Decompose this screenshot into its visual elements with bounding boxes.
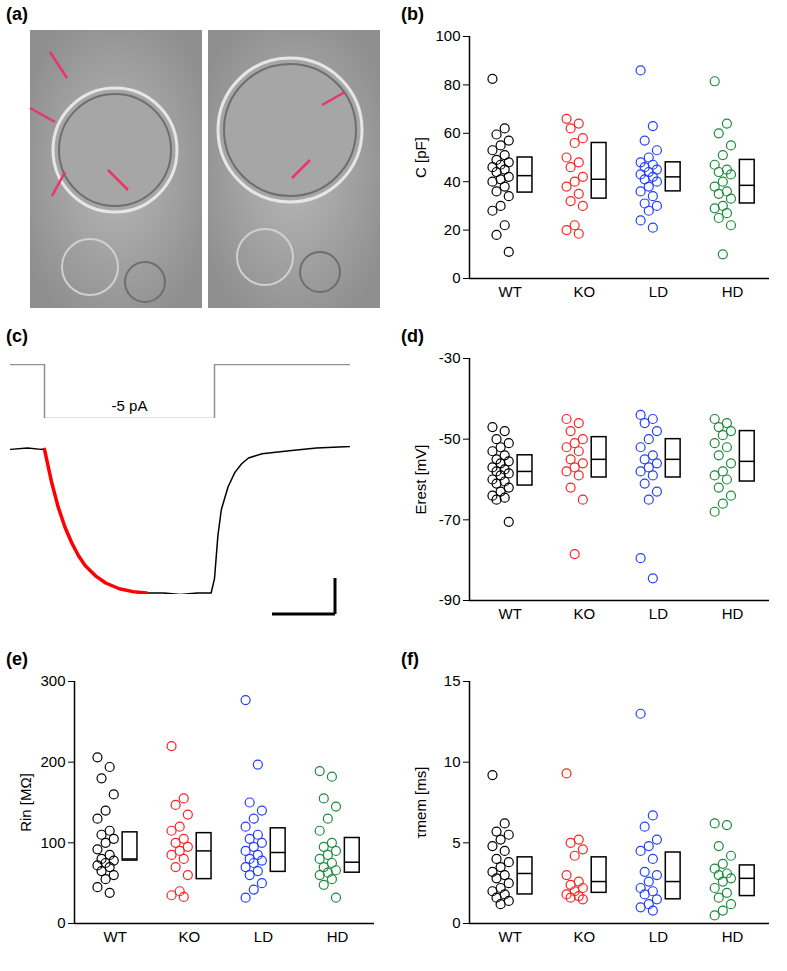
svg-text:HD: HD — [722, 605, 744, 622]
svg-text:10: 10 — [444, 753, 461, 770]
svg-text:KO: KO — [178, 928, 200, 945]
svg-text:-5 pA: -5 pA — [112, 397, 148, 414]
svg-text:15: 15 — [444, 672, 461, 689]
svg-text:HD: HD — [722, 928, 744, 945]
svg-text:LD: LD — [254, 928, 273, 945]
html-text:(f): (f) — [401, 649, 419, 669]
html-text:(d): (d) — [401, 326, 424, 346]
svg-text:KO: KO — [573, 928, 595, 945]
svg-text:-50: -50 — [439, 430, 461, 447]
svg-text:5: 5 — [452, 834, 460, 851]
svg-text:WT: WT — [499, 928, 522, 945]
svg-text:-90: -90 — [439, 591, 461, 608]
svg-text:0: 0 — [452, 914, 460, 931]
html-text:(a): (a) — [6, 4, 28, 24]
svg-text:WT: WT — [499, 605, 522, 622]
svg-text:τmem [ms]: τmem [ms] — [412, 767, 429, 839]
svg-text:LD: LD — [649, 928, 668, 945]
html-text:(c): (c) — [6, 326, 28, 346]
svg-text:-30: -30 — [439, 349, 461, 366]
svg-text:HD: HD — [722, 283, 744, 300]
svg-text:KO: KO — [573, 605, 595, 622]
svg-text:-70: -70 — [439, 511, 461, 528]
svg-text:100: 100 — [40, 834, 65, 851]
svg-text:KO: KO — [573, 283, 595, 300]
svg-text:C [pF]: C [pF] — [412, 137, 429, 178]
svg-text:100: 100 — [435, 27, 460, 44]
svg-text:WT: WT — [104, 928, 127, 945]
html-text:(b): (b) — [401, 4, 424, 24]
svg-text:80: 80 — [444, 76, 461, 93]
svg-text:20: 20 — [444, 221, 461, 238]
svg-text:40: 40 — [444, 173, 461, 190]
svg-text:LD: LD — [649, 283, 668, 300]
svg-text:0: 0 — [57, 914, 65, 931]
svg-text:300: 300 — [40, 672, 65, 689]
svg-text:HD: HD — [327, 928, 349, 945]
svg-text:Rin [MΩ]: Rin [MΩ] — [17, 773, 34, 832]
svg-text:Erest [mV]: Erest [mV] — [412, 444, 429, 514]
svg-text:0: 0 — [452, 269, 460, 286]
svg-text:200: 200 — [40, 753, 65, 770]
svg-text:60: 60 — [444, 124, 461, 141]
html-text:(e): (e) — [6, 649, 28, 669]
svg-text:LD: LD — [649, 605, 668, 622]
svg-text:WT: WT — [499, 283, 522, 300]
